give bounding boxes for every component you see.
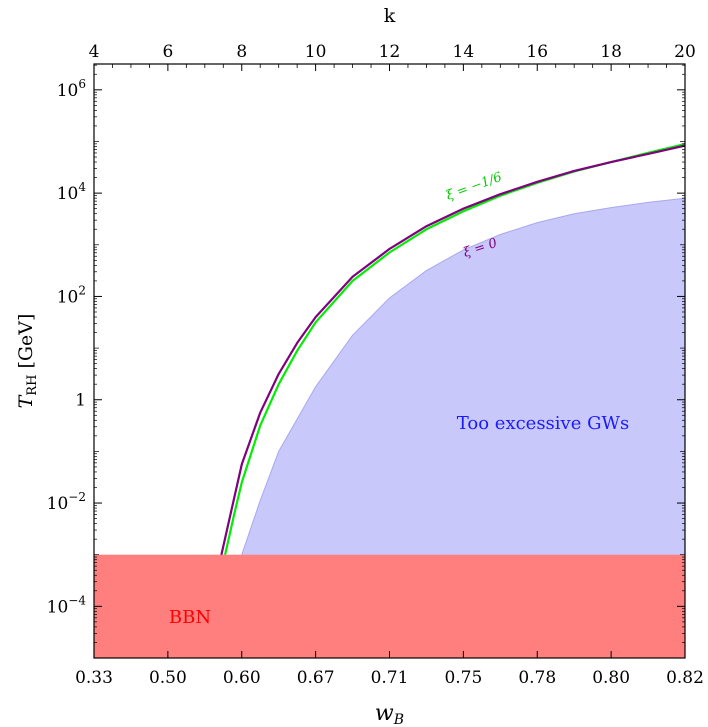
top-tick-label: 12 (379, 42, 401, 62)
bottom-axis-title-sub: B (393, 712, 404, 727)
bottom-tick-label: 0.82 (666, 668, 704, 688)
top-tick-label: 18 (600, 42, 622, 62)
top-axis-title: k (384, 5, 396, 27)
bbn-region (94, 554, 685, 658)
bottom-tick-label: 0.75 (444, 668, 482, 688)
excessive-gw-region (241, 197, 685, 658)
y-tick-label: 10−2 (47, 490, 86, 514)
top-tick-label: 4 (89, 42, 100, 62)
top-tick-label: 10 (305, 42, 327, 62)
curve-xi-zero (220, 144, 685, 555)
bottom-tick-label: 0.78 (518, 668, 556, 688)
y-axis-title-main: T (15, 394, 37, 408)
top-tick-label: 20 (674, 42, 696, 62)
top-tick-label: 8 (236, 42, 247, 62)
bottom-tick-label: 0.67 (297, 668, 335, 688)
y-tick-label: 10−4 (47, 593, 87, 617)
y-tick-label: 106 (57, 77, 86, 101)
bottom-tick-label: 0.60 (223, 668, 261, 688)
bbn-label: BBN (169, 607, 211, 628)
top-tick-label: 14 (453, 42, 475, 62)
bottom-tick-label: 0.33 (75, 668, 113, 688)
top-tick-label: 6 (162, 42, 173, 62)
y-axis-title-sub: RH (25, 375, 40, 396)
bottom-tick-label: 0.80 (592, 668, 630, 688)
bottom-tick-label: 0.50 (149, 668, 187, 688)
excessive-gw-label: Too excessive GWs (457, 413, 629, 434)
top-tick-label: 16 (526, 42, 548, 62)
bottom-tick-label: 0.71 (371, 668, 409, 688)
y-tick-label: 104 (57, 180, 87, 204)
bottom-axis-title-main: w (375, 701, 394, 726)
y-axis-title: TRH [GeV] (15, 314, 40, 409)
y-axis-title-unit: [GeV] (15, 314, 37, 375)
y-tick-label: 102 (57, 283, 86, 307)
y-tick-label: 1 (75, 391, 86, 411)
bottom-axis-title: wB (375, 701, 404, 727)
